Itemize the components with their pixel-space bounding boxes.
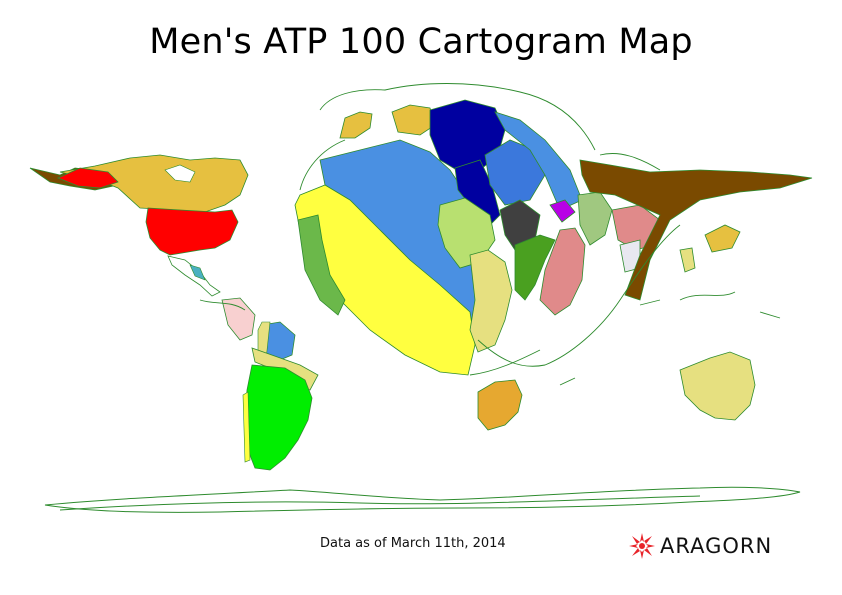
logo-text: ARAGORN xyxy=(660,534,773,558)
snowflake-star-logo-icon xyxy=(629,533,655,559)
region-czech xyxy=(484,139,546,206)
page-title: Men's ATP 100 Cartogram Map xyxy=(149,22,693,62)
region-chile xyxy=(242,391,251,463)
region-taiwan xyxy=(679,247,696,273)
data-date-footnote: Data as of March 11th, 2014 xyxy=(320,536,506,551)
region-canada-top xyxy=(164,164,196,183)
region-croatia xyxy=(514,234,556,301)
region-argentina xyxy=(244,364,313,471)
region-serbia xyxy=(549,199,576,223)
region-usa-alaska xyxy=(56,167,119,189)
region-italy xyxy=(469,249,513,353)
region-poland xyxy=(494,111,583,211)
region-australia xyxy=(679,351,756,421)
region-brazil-outer xyxy=(257,321,271,361)
region-romania xyxy=(539,227,586,316)
region-colombia xyxy=(221,297,256,341)
region-ireland xyxy=(391,104,436,136)
aragorn-logo: ARAGORN xyxy=(628,532,772,560)
region-ukraine xyxy=(577,191,613,246)
region-mexico xyxy=(167,255,221,297)
region-russia xyxy=(579,159,813,301)
region-portugal xyxy=(297,214,346,316)
region-south-africa xyxy=(477,379,523,431)
region-usa xyxy=(145,207,239,256)
region-germany-south xyxy=(454,159,501,226)
region-caribbean xyxy=(189,264,206,281)
region-uk xyxy=(339,111,373,139)
region-canada xyxy=(59,154,249,213)
region-japan xyxy=(704,224,741,253)
antarctica-region xyxy=(44,486,801,513)
